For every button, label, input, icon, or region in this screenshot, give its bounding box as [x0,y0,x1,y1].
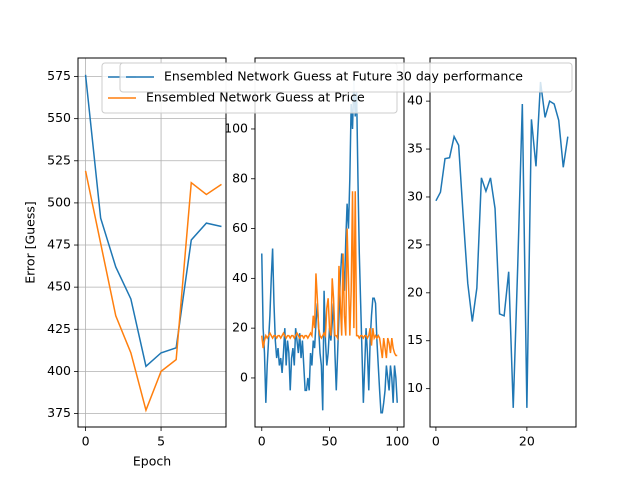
y-tick-label: 15 [407,332,423,347]
x-tick-label: 20 [519,434,535,449]
y-tick-label: 525 [47,152,71,167]
line-series [84,170,222,413]
subplot: 0 50 100 0 20 40 60 80 100 [224,57,409,449]
x-tick-label: 50 [322,434,338,449]
legend: Ensembled Network Guess at Future 30 day… [119,62,573,93]
x-tick-label: 5 [157,434,165,449]
axes-frame [254,57,405,428]
y-tick-label: 40 [407,93,423,108]
y-tick-label: 575 [47,68,71,83]
y-tick-label: 375 [47,405,71,420]
line-series [435,81,569,408]
y-tick-label: 80 [232,170,248,185]
y-tick-label: 10 [407,380,423,395]
line-series [84,74,222,368]
y-tick-label: 100 [224,120,248,135]
y-tick-label: 60 [232,220,248,235]
line-series [261,191,398,359]
x-tick-label: 0 [82,434,90,449]
y-tick-label: 40 [232,270,248,285]
y-tick-label: 425 [47,321,71,336]
x-tick-label: 0 [432,434,440,449]
y-tick-label: 450 [47,279,71,294]
y-tick-label: 35 [407,141,423,156]
subplot: 0 5 375 400 425 450 475 500 525 550 575 Epoch Error … [23,57,227,469]
axes-frame [429,57,577,428]
legend-label: Ensembled Network Guess at Price [146,90,365,105]
legend-label: Ensembled Network Guess at Future 30 day… [164,69,523,84]
y-tick-label: 400 [47,363,71,378]
y-tick-label: 20 [232,320,248,335]
y-tick-label: 25 [407,236,423,251]
y-tick-label: 550 [47,110,71,125]
line-series [261,79,398,414]
y-tick-label: 30 [407,188,423,203]
x-tick-label: 100 [385,434,409,449]
y-axis-label: Error [Guess] [23,201,38,284]
y-tick-label: 0 [240,369,248,384]
y-tick-label: 475 [47,237,71,252]
x-tick-label: 0 [258,434,266,449]
x-axis-label: Epoch [133,454,171,469]
subplot: 0 20 10 15 20 25 30 35 40 [407,57,577,449]
legend-box [119,62,573,93]
y-tick-label: 20 [407,284,423,299]
axes-frame [77,57,227,428]
y-tick-label: 500 [47,194,71,209]
